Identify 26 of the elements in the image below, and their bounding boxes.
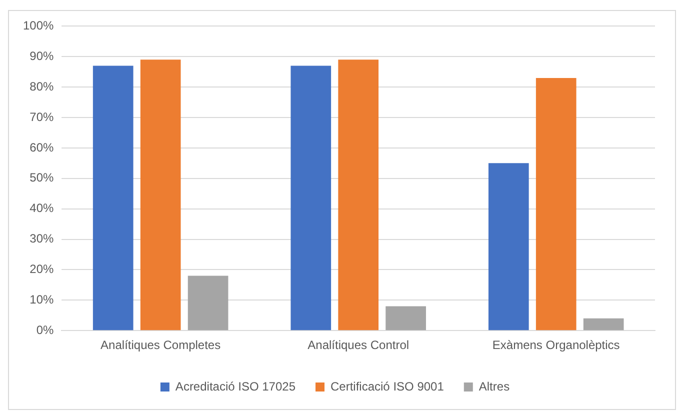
y-tick-label: 10%: [30, 292, 54, 306]
x-tick-label: Analítiques Completes: [100, 338, 221, 352]
bar: [488, 163, 529, 330]
y-tick-label: 0%: [36, 322, 54, 337]
bar: [338, 60, 379, 330]
bar: [536, 78, 576, 330]
bar: [188, 276, 228, 330]
bar: [92, 66, 134, 330]
bar: [290, 66, 332, 330]
y-tick-label: 90%: [30, 48, 54, 63]
y-tick-label: 30%: [30, 232, 54, 246]
bar: [583, 318, 624, 330]
x-tick-label: Exàmens Organolèptics: [492, 338, 620, 352]
bar: [140, 60, 181, 330]
y-tick-label: 50%: [30, 170, 54, 185]
y-tick-label: 80%: [30, 79, 54, 94]
x-tick-label: Analítiques Control: [308, 338, 410, 352]
legend-label: Certificació ISO 9001: [330, 379, 444, 394]
legend-label: Altres: [478, 379, 510, 394]
legend-label: Acreditació ISO 17025: [175, 379, 296, 394]
y-tick-label: 70%: [30, 110, 54, 124]
y-tick-label: 100%: [22, 18, 54, 33]
y-tick-label: 60%: [30, 140, 54, 154]
y-tick-label: 40%: [30, 201, 54, 216]
bar: [386, 306, 426, 330]
y-tick-label: 20%: [30, 262, 54, 276]
